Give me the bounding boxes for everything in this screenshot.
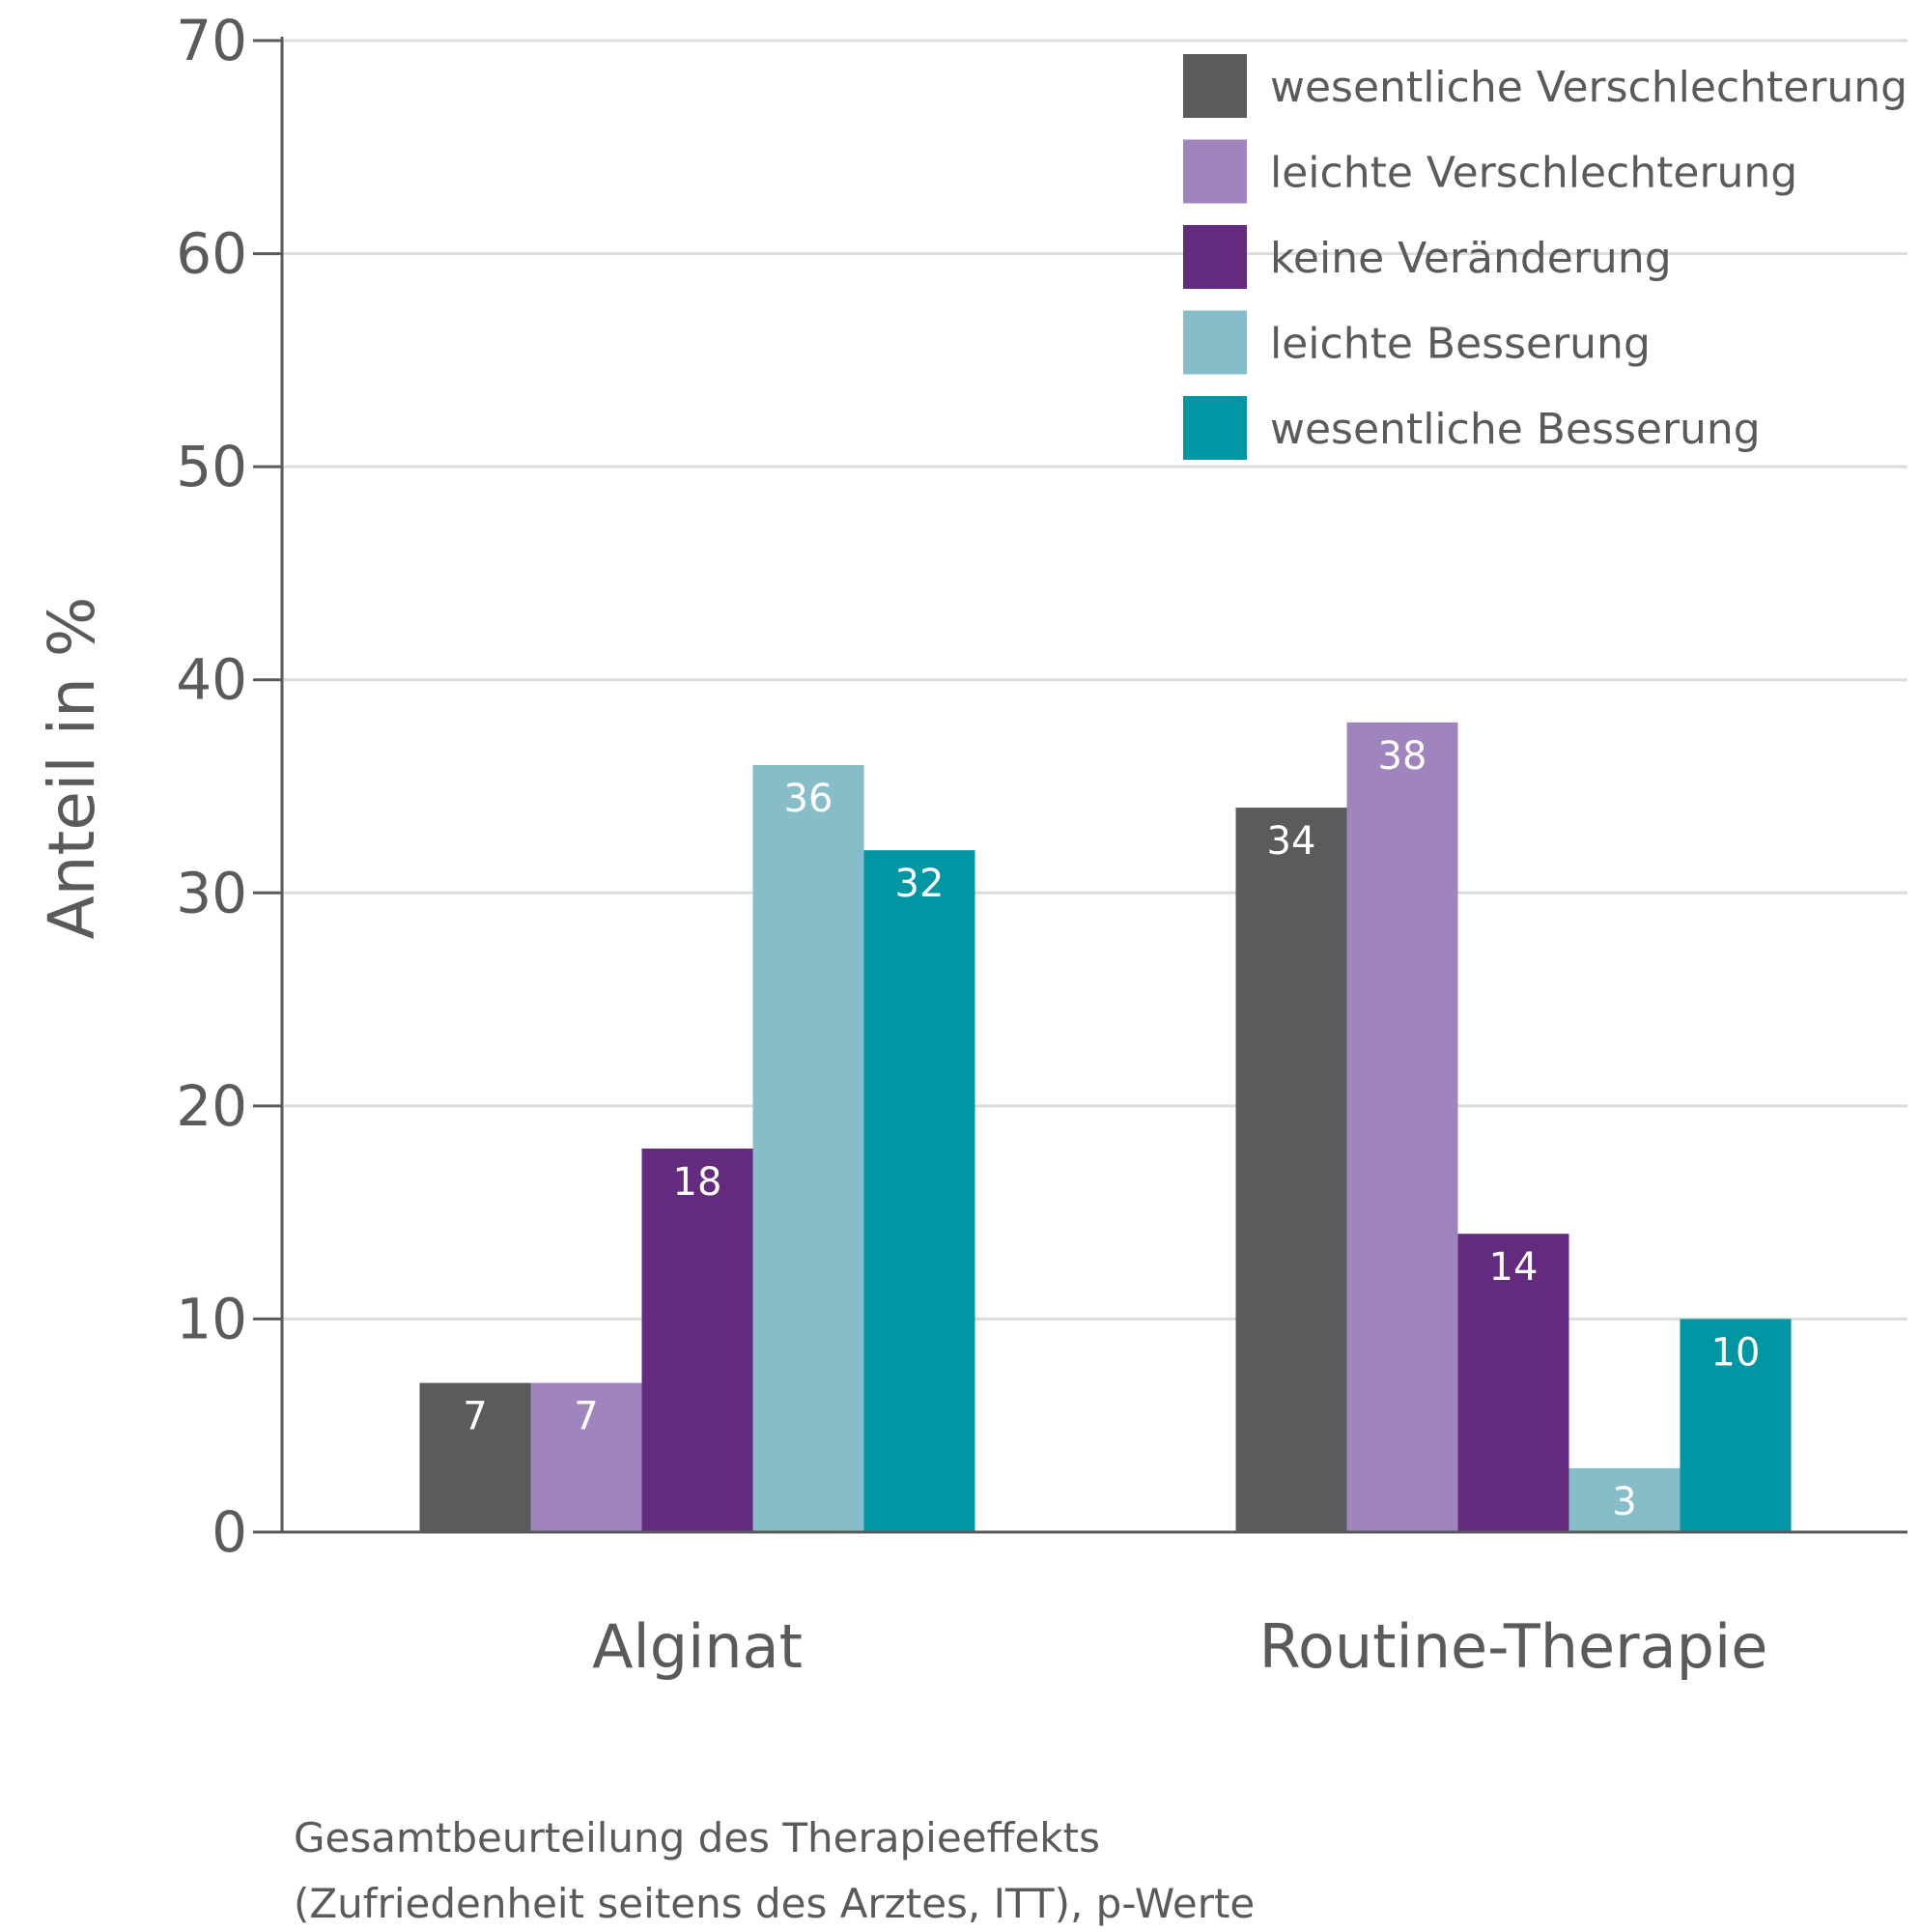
data-label: 7: [574, 1395, 598, 1439]
bars: 7 7 18 36 32 34 38 14 3 10: [419, 722, 1792, 1532]
bar: [1680, 1319, 1792, 1532]
caption-line: Gesamtbeurteilung des Therapieeffekts: [294, 1814, 1100, 1861]
grid-lines: [282, 39, 1907, 1321]
bar: [863, 850, 975, 1532]
data-label: 38: [1378, 734, 1427, 779]
bar: [752, 764, 864, 1532]
legend-label: keine Veränderung: [1270, 234, 1672, 283]
y-tick-label: 50: [176, 434, 247, 499]
bar: [1346, 722, 1458, 1532]
legend-swatch: [1183, 310, 1247, 375]
bar: [419, 1382, 531, 1532]
category-label: Routine-Therapie: [1259, 1611, 1768, 1682]
legend-label: wesentliche Besserung: [1270, 405, 1761, 454]
y-tick-label: 10: [176, 1286, 247, 1351]
y-axis-label: Anteil in %: [35, 597, 109, 940]
legend-swatch: [1183, 225, 1247, 289]
data-label: 32: [895, 862, 945, 906]
data-label: 3: [1612, 1480, 1636, 1524]
y-tick-label: 0: [212, 1499, 247, 1565]
caption: Gesamtbeurteilung des Therapieeffekts (Zu…: [294, 1814, 1255, 1927]
bar: [1568, 1467, 1681, 1532]
data-label: 36: [784, 777, 833, 821]
legend-swatch: [1183, 139, 1247, 204]
y-tick-label: 60: [176, 221, 247, 287]
y-axis-ticks: 0 10 20 30 40 50 60 70: [176, 8, 282, 1565]
y-tick-label: 20: [176, 1073, 247, 1139]
data-label: 10: [1711, 1330, 1761, 1375]
data-label: 18: [673, 1160, 722, 1205]
category-labels: Alginat Routine-Therapie: [592, 1611, 1767, 1682]
y-tick-label: 70: [176, 8, 247, 73]
legend-label: leichte Verschlechterung: [1270, 149, 1797, 198]
caption-line: (Zufriedenheit seitens des Arztes, ITT),…: [294, 1880, 1255, 1927]
axes: [253, 37, 1907, 1534]
data-label: 14: [1489, 1245, 1539, 1290]
legend-swatch: [1183, 54, 1247, 118]
bar: [1457, 1234, 1569, 1532]
legend-label: leichte Besserung: [1270, 320, 1651, 369]
data-label: 7: [463, 1395, 487, 1439]
legend-swatch: [1183, 396, 1247, 460]
bar: [641, 1148, 753, 1532]
bar: [530, 1382, 642, 1532]
data-label: 34: [1267, 819, 1316, 864]
legend-label: wesentliche Verschlechterung: [1270, 63, 1907, 112]
category-label: Alginat: [592, 1611, 803, 1682]
y-tick-label: 30: [176, 860, 247, 925]
y-tick-label: 40: [176, 647, 247, 713]
legend: wesentliche Verschlechterung leichte Vers…: [1183, 54, 1907, 460]
bar: [1235, 808, 1347, 1532]
